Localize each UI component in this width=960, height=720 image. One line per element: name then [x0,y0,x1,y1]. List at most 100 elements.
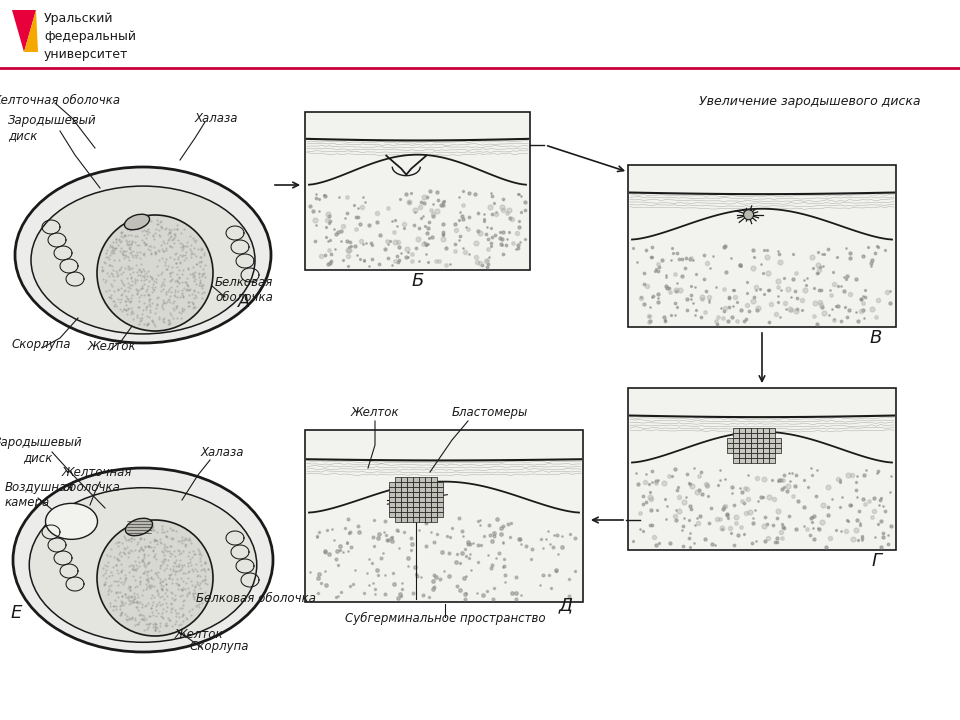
Bar [763,454,769,458]
Ellipse shape [31,186,255,334]
Bar [420,477,425,482]
Bar [733,433,739,438]
Bar [733,438,739,444]
Bar [420,517,425,522]
Bar [425,487,431,492]
Bar [751,454,756,458]
Bar [733,454,739,458]
Bar [407,502,413,507]
Text: Скорлупа: Скорлупа [190,640,250,653]
Bar [425,497,431,502]
Bar [739,433,745,438]
Ellipse shape [29,487,256,642]
FancyBboxPatch shape [628,165,896,327]
Text: Е: Е [11,604,22,622]
FancyBboxPatch shape [628,388,896,550]
Bar [396,502,401,507]
Bar [425,507,431,512]
Bar [763,428,769,433]
Bar [407,487,413,492]
Bar [727,449,733,454]
Bar [756,433,763,438]
Text: Воздушная
камера: Воздушная камера [5,481,74,509]
Bar [733,444,739,449]
Bar [407,517,413,522]
Bar [431,512,437,517]
Bar [756,449,763,454]
Bar [431,482,437,487]
Bar [431,492,437,497]
Bar [437,487,444,492]
Text: А: А [238,293,251,311]
Bar [431,517,437,522]
Bar [396,487,401,492]
Bar [420,507,425,512]
Bar [739,438,745,444]
Bar [407,507,413,512]
Text: Бластомеры: Бластомеры [452,406,528,419]
Text: В: В [870,329,882,347]
Bar [745,444,751,449]
Bar [745,428,751,433]
Bar [739,449,745,454]
Bar [751,428,756,433]
Bar [431,487,437,492]
Bar [396,477,401,482]
Text: Г: Г [871,552,881,570]
Bar [401,517,407,522]
Bar [396,507,401,512]
Bar [745,449,751,454]
Bar [420,492,425,497]
Bar [407,512,413,517]
Bar [389,487,396,492]
Bar [401,512,407,517]
Bar [420,512,425,517]
Text: Уральский
федеральный
университет: Уральский федеральный университет [44,12,136,61]
Polygon shape [24,10,38,52]
Bar [769,438,775,444]
Ellipse shape [126,518,153,536]
Text: Скорлупа: Скорлупа [12,338,71,351]
Bar [425,477,431,482]
Bar [745,458,751,463]
Bar [431,497,437,502]
Bar [751,449,756,454]
Bar [727,438,733,444]
Bar [389,482,396,487]
Ellipse shape [45,503,98,539]
Bar [733,449,739,454]
Bar [396,517,401,522]
Bar [425,512,431,517]
Bar [775,438,781,444]
Bar [396,492,401,497]
Bar [756,454,763,458]
Bar [407,482,413,487]
Bar [751,444,756,449]
Bar [756,458,763,463]
Bar [401,482,407,487]
Bar [401,487,407,492]
Text: Желток: Желток [350,406,399,419]
Bar [437,492,444,497]
Bar [769,449,775,454]
Text: Желток: Желток [88,340,136,353]
Bar [431,502,437,507]
Text: Субгерминальное пространство: Субгерминальное пространство [345,612,545,625]
Bar [437,497,444,502]
Bar [437,507,444,512]
Bar [407,497,413,502]
Bar [763,449,769,454]
Bar [745,438,751,444]
Bar [401,502,407,507]
Bar [420,497,425,502]
Text: Халаза: Халаза [200,446,244,459]
Bar [425,482,431,487]
FancyBboxPatch shape [305,112,530,270]
Circle shape [744,210,754,220]
Bar [425,492,431,497]
Bar [739,458,745,463]
Polygon shape [12,10,36,52]
Bar [420,502,425,507]
Ellipse shape [125,215,150,230]
Text: Увеличение зародышевого диска: Увеличение зародышевого диска [699,96,921,109]
